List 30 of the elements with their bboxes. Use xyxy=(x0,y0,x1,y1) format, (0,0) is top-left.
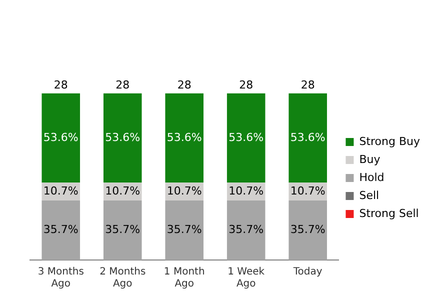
legend-label: Strong Buy xyxy=(359,134,420,148)
x-tick-label: 1 Week Ago xyxy=(228,266,265,290)
data-label: 53.6% xyxy=(228,130,264,144)
data-label: 10.7% xyxy=(166,184,202,198)
data-label: 53.6% xyxy=(43,130,78,144)
data-label: 10.7% xyxy=(105,184,140,198)
data-label: 53.6% xyxy=(290,130,326,144)
data-label: 35.7% xyxy=(228,223,264,236)
data-label: 53.6% xyxy=(105,130,140,144)
annotation: 28 xyxy=(239,78,254,92)
annotation: 28 xyxy=(300,78,315,92)
data-label: 35.7% xyxy=(166,223,202,236)
data-label: 53.6% xyxy=(166,130,202,144)
legend-label: Strong Sell xyxy=(359,206,419,220)
x-tick-label: 1 Month Ago xyxy=(164,266,205,290)
x-tick-label: 2 Months Ago xyxy=(100,266,146,290)
annotation: 28 xyxy=(116,78,130,92)
x-tick-label: 3 Months Ago xyxy=(38,266,84,290)
annotation: 28 xyxy=(54,78,68,92)
x-tick-label: Today xyxy=(292,266,322,278)
data-label: 35.7% xyxy=(105,223,140,236)
data-label: 10.7% xyxy=(228,184,264,198)
annotation: 28 xyxy=(177,78,192,92)
data-label: 10.7% xyxy=(43,184,78,198)
data-label: 10.7% xyxy=(290,184,326,198)
legend-label: Hold xyxy=(359,170,384,184)
legend-label: Buy xyxy=(359,152,381,166)
data-label: 35.7% xyxy=(290,223,326,236)
legend-label: Sell xyxy=(359,188,380,202)
data-label: 35.7% xyxy=(43,223,78,236)
